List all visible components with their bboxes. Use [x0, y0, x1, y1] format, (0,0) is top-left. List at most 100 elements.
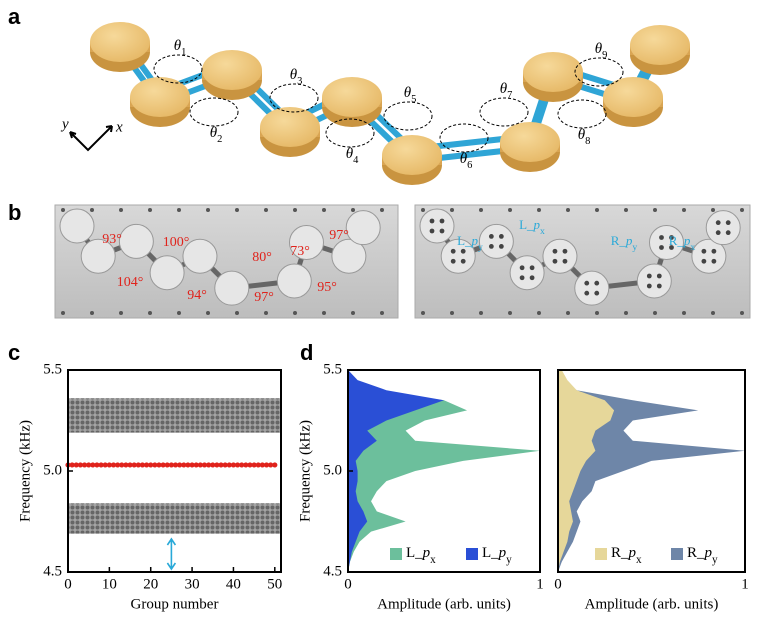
edge-mode: [263, 462, 270, 468]
screw: [508, 208, 512, 212]
screw: [264, 208, 268, 212]
angle-arc: [479, 97, 529, 127]
disk: [603, 77, 663, 117]
legend-swatch: [595, 548, 607, 560]
edge-mode: [86, 462, 92, 468]
panel-letter: d: [300, 340, 313, 365]
angle-label: θ5: [404, 85, 417, 104]
probe-label: R_px: [669, 233, 696, 253]
legend-label: R_px: [611, 545, 642, 565]
hole: [669, 245, 674, 250]
edge-mode: [268, 462, 274, 468]
screw: [566, 311, 570, 315]
disk: [630, 25, 690, 65]
panel-letter: b: [8, 200, 21, 225]
hole: [519, 265, 525, 271]
edge-mode: [239, 462, 245, 468]
screw: [177, 311, 181, 315]
edge-mode: [143, 462, 150, 468]
screw: [380, 311, 384, 315]
hole: [725, 220, 731, 226]
edge-mode: [193, 462, 199, 468]
edge-mode: [81, 462, 88, 468]
edge-mode: [73, 462, 79, 468]
screw: [293, 208, 297, 212]
x-axis-label: Group number: [131, 596, 219, 612]
legend-label: L_py: [482, 545, 512, 565]
screw: [595, 311, 599, 315]
edge-mode: [197, 462, 203, 468]
edge-mode: [210, 462, 216, 468]
angle-label: 104°: [117, 275, 144, 290]
edge-mode: [189, 462, 195, 468]
resonator: [478, 223, 514, 259]
screw: [235, 311, 239, 315]
screw: [537, 311, 541, 315]
edge-mode: [127, 462, 133, 468]
angle-label: θ4: [346, 146, 359, 165]
screw: [351, 208, 355, 212]
disk: [500, 122, 560, 162]
edge-mode: [234, 462, 241, 468]
resonator: [509, 255, 545, 291]
hole: [711, 248, 717, 254]
panel-a: θ1 θ2 θ3 θ4 θ5 θ6 θ7 θ8 θ9 y x: [60, 22, 690, 185]
resonator: [182, 238, 218, 274]
screw: [264, 311, 268, 315]
edge-mode: [115, 462, 121, 468]
edge-mode: [226, 462, 232, 468]
angle-label: θ1: [174, 38, 187, 57]
hole: [584, 280, 590, 286]
edge-mode: [110, 462, 117, 468]
resonator: [331, 238, 367, 274]
y-tick-label: 5.5: [43, 361, 62, 377]
hole: [450, 258, 456, 264]
edge-mode: [206, 462, 212, 468]
edge-mode: [106, 462, 112, 468]
edge-mode: [98, 462, 104, 468]
screw: [479, 311, 483, 315]
edge-mode: [102, 462, 108, 468]
angle-arc: [383, 101, 433, 131]
edge-mode: [251, 462, 257, 468]
hole: [429, 218, 435, 224]
mode-band: [69, 503, 280, 534]
resonator: [288, 225, 324, 260]
edge-mode: [152, 462, 158, 468]
hole: [529, 275, 535, 281]
hole: [594, 280, 600, 286]
screw: [90, 311, 94, 315]
screw: [206, 208, 210, 212]
x-tick-label: 50: [267, 576, 282, 592]
angle-label: θ7: [500, 81, 513, 100]
angle-label: 94°: [187, 288, 207, 303]
edge-mode: [164, 462, 170, 468]
screw: [566, 208, 570, 212]
y-tick-label: 4.5: [323, 563, 342, 579]
screw: [235, 208, 239, 212]
y-axis-label: Frequency (kHz): [17, 420, 33, 522]
angle-label: θ2: [210, 125, 223, 144]
x-tick-label: 1: [536, 576, 544, 592]
hole: [562, 258, 568, 264]
resonator: [345, 210, 381, 246]
resonator: [149, 255, 185, 291]
probe-label: R_py: [611, 233, 638, 253]
disk: [90, 22, 150, 62]
hole: [701, 248, 707, 254]
screw: [653, 311, 657, 315]
screw: [479, 208, 483, 212]
disk: [322, 77, 382, 117]
spectrum-area: [348, 370, 540, 572]
angle-label: θ8: [578, 127, 591, 146]
hole: [659, 245, 664, 250]
resonator: [419, 208, 455, 244]
screw: [351, 311, 355, 315]
hole: [656, 283, 662, 289]
probe-label: L_px: [519, 217, 545, 237]
angle-arc: [325, 118, 375, 148]
resonator: [118, 223, 154, 259]
resonator: [59, 208, 95, 244]
edge-mode: [247, 462, 253, 468]
hole: [488, 234, 494, 239]
